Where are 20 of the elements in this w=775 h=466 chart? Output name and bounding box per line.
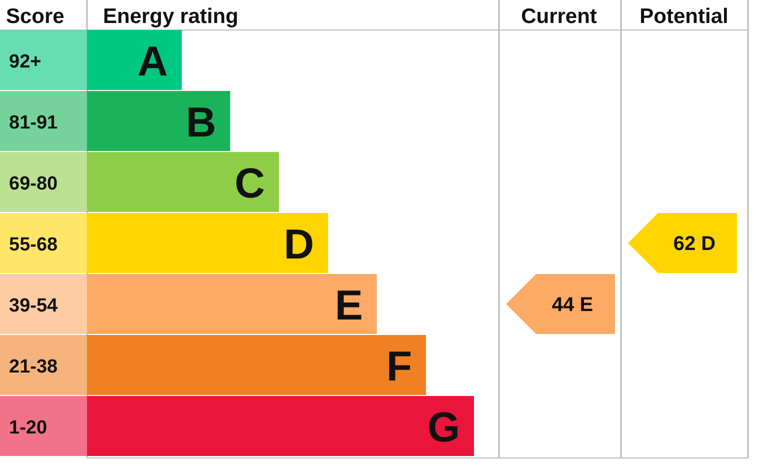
annotation: Energy rating bbox=[103, 5, 238, 28]
y-tick-label: G bbox=[427, 404, 460, 450]
text: 21-38 bbox=[9, 356, 58, 378]
text: 92+ bbox=[9, 52, 42, 72]
y-tick-label: F bbox=[386, 342, 412, 390]
y-tick-label: E bbox=[334, 282, 363, 328]
y-tick-label: B bbox=[186, 98, 216, 146]
text: Score bbox=[6, 5, 64, 28]
text: 81-91 bbox=[9, 112, 58, 134]
text: 44 E bbox=[552, 294, 594, 316]
text: Potential bbox=[640, 5, 728, 28]
text: 69-80 bbox=[9, 174, 58, 194]
y-tick-label: A bbox=[137, 38, 168, 84]
text: Current bbox=[521, 5, 597, 28]
y-tick-label: D bbox=[284, 220, 314, 268]
text: 1-20 bbox=[9, 418, 48, 438]
text: 62 D bbox=[673, 233, 716, 255]
text: 55-68 bbox=[9, 234, 58, 256]
y-tick-label: C bbox=[234, 160, 265, 206]
text: 39-54 bbox=[9, 296, 58, 316]
